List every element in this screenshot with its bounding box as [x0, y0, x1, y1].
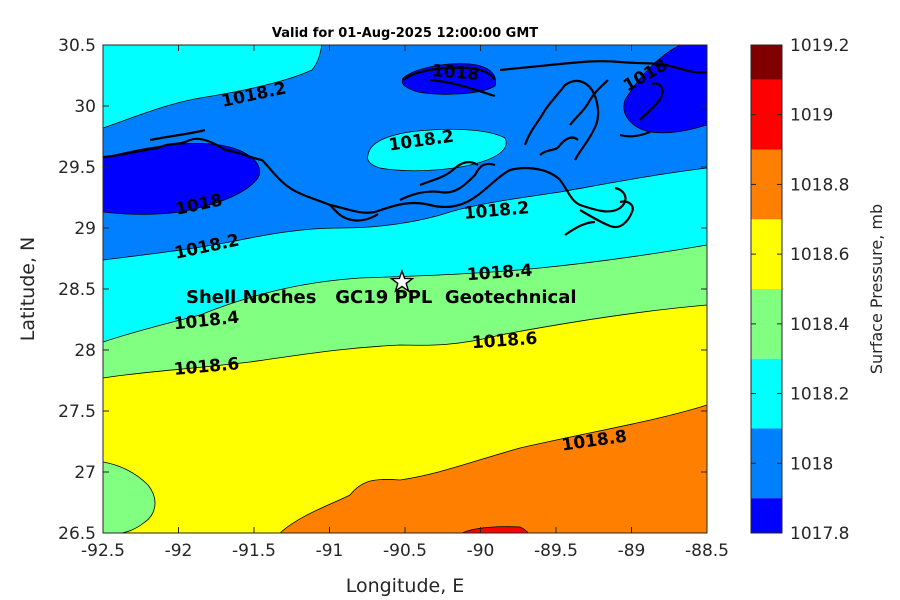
contour-label: 1018	[431, 61, 480, 85]
x-axis-label: Longitude, E	[346, 575, 465, 597]
y-axis: 30.5 30 29.5 29 28.5 28 27.5 27 26.5	[58, 36, 707, 544]
y-tick-label: 30.5	[58, 36, 96, 56]
chart-title: Valid for 01-Aug-2025 12:00:00 GMT	[272, 26, 538, 41]
colorbar-swatch	[751, 219, 782, 289]
colorbar-tick-label: 1018.4	[790, 315, 849, 335]
y-tick-label: 29	[74, 219, 96, 239]
colorbar-swatch	[751, 498, 782, 533]
contour-label: 1018.4	[466, 261, 533, 286]
x-tick-label: -90	[467, 541, 495, 561]
contour-fill-1019	[461, 526, 529, 533]
colorbar-swatch	[751, 79, 782, 150]
y-tick-label: 27	[74, 463, 96, 483]
colorbar: 1019.2 1019 1018.8 1018.6 1018.4 1018.2 1018 10…	[751, 36, 849, 544]
site-label: Shell Noches GC19 PPL Geotechnical	[186, 287, 577, 308]
colorbar-swatch	[751, 358, 782, 429]
colorbar-tick-label: 1019	[790, 106, 833, 126]
y-tick-label: 28	[74, 341, 96, 361]
y-tick-label: 27.5	[58, 402, 96, 422]
colorbar-frame	[750, 44, 783, 534]
colorbar-tick-label: 1018.6	[790, 245, 849, 265]
x-axis: -92.5 -92 -91.5 -91 -90.5 -90 -89.5 -89 -88.5	[81, 45, 729, 561]
colorbar-swatch	[751, 289, 782, 359]
x-tick-label: -89	[618, 541, 646, 561]
colorbar-label: Surface Pressure, mb	[867, 204, 886, 374]
contour-label: 1018.6	[471, 329, 538, 354]
y-axis-label: Latitude, N	[17, 237, 39, 342]
x-tick-label: -88.5	[685, 541, 729, 561]
y-tick-label: 26.5	[58, 524, 96, 544]
colorbar-tick-label: 1017.8	[790, 524, 849, 544]
x-tick-label: -91	[316, 541, 344, 561]
colorbar-swatch	[751, 428, 782, 499]
y-tick-label: 29.5	[58, 158, 96, 178]
x-tick-label: -92	[165, 541, 193, 561]
colorbar-swatch	[751, 149, 782, 220]
colorbar-tick-label: 1019.2	[790, 36, 849, 56]
colorbar-tick-label: 1018.2	[790, 385, 849, 405]
contour-fill-1017-9-east	[623, 45, 707, 134]
contour-fill-1018-2-isle	[367, 128, 507, 172]
x-tick-label: -89.5	[534, 541, 578, 561]
coastline	[103, 60, 707, 236]
colorbar-tick-label: 1018	[790, 454, 833, 474]
x-tick-label: -91.5	[232, 541, 276, 561]
site-star-marker	[389, 268, 415, 293]
x-tick-label: -92.5	[81, 541, 125, 561]
colorbar-swatch	[751, 45, 782, 80]
plot-area: 1018.2 1018 1018 1018.2 1018 1018.2 1018…	[103, 45, 707, 533]
contour-fill-1018-8	[279, 404, 707, 533]
colorbar-tick-label: 1018.8	[790, 175, 849, 195]
contour-fill-1018-4-lower	[103, 461, 156, 533]
y-tick-label: 28.5	[58, 280, 96, 300]
x-tick-label: -90.5	[383, 541, 427, 561]
y-tick-label: 30	[74, 97, 96, 117]
